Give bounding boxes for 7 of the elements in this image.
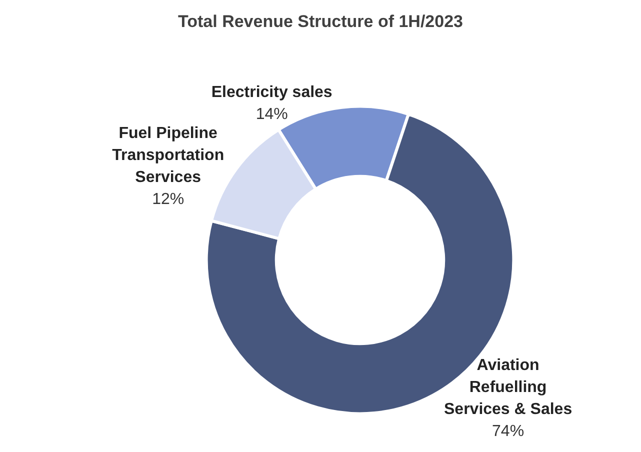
data-label: 14% <box>256 106 288 123</box>
chart-title: Total Revenue Structure of 1H/2023 <box>178 12 463 31</box>
data-label: 12% <box>152 190 184 208</box>
data-label: 74% <box>492 423 524 440</box>
slice-label: Electricity sales <box>211 84 332 101</box>
slice-label: Fuel Pipeline Transportation Services <box>112 124 224 186</box>
slice-label: Aviation Refuelling Services & Sales <box>444 357 572 418</box>
